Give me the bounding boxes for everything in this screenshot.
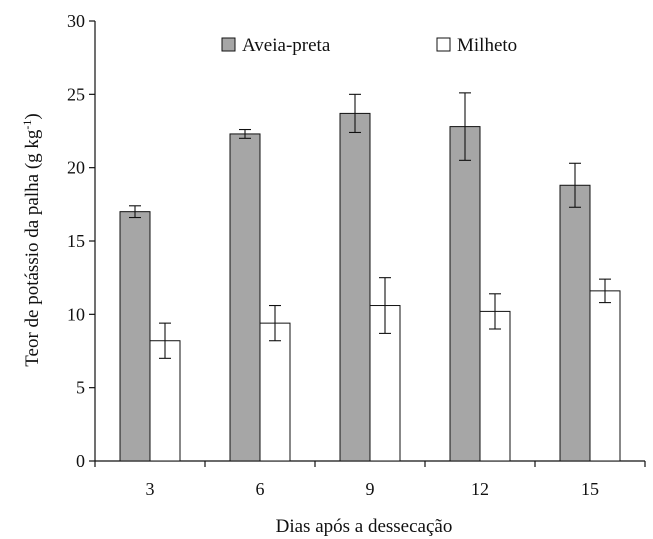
x-axis-title: Dias após a dessecação <box>276 516 453 537</box>
bar-aveia-preta-6 <box>229 133 261 462</box>
y-axis-title-main: Teor de potássio da palha (g kg <box>22 129 43 367</box>
legend-label: Milheto <box>457 35 517 56</box>
legend-swatch-aveia-preta <box>221 37 236 52</box>
y-tick-label: 15 <box>67 231 85 251</box>
legend: Aveia-preta Milheto <box>221 35 517 56</box>
y-tick-label: 30 <box>67 11 85 31</box>
y-tick-label: 5 <box>76 378 85 398</box>
x-tick-label: 3 <box>146 479 155 499</box>
x-tick-label: 15 <box>581 479 599 499</box>
legend-swatch-milheto <box>436 37 451 52</box>
plot-area: 0 5 10 15 20 25 30 3 6 9 12 15 <box>67 11 646 499</box>
bar-milheto-6 <box>259 322 291 462</box>
bar-milheto-15 <box>589 290 621 462</box>
y-axis-title-superscript: -1 <box>20 120 34 130</box>
bar-aveia-preta-12 <box>449 126 481 462</box>
y-tick-label: 25 <box>67 84 85 104</box>
y-tick-label: 20 <box>67 158 85 178</box>
x-tick-label: 12 <box>471 479 489 499</box>
legend-label: Aveia-preta <box>242 35 331 56</box>
y-tick-label: 10 <box>67 304 85 324</box>
x-tick-label: 9 <box>366 479 375 499</box>
y-axis-title: Teor de potássio da palha (g kg-1) <box>20 113 43 367</box>
bar-aveia-preta-9 <box>339 112 371 462</box>
y-tick-label: 0 <box>76 451 85 471</box>
x-tick-label: 6 <box>256 479 265 499</box>
bar-milheto-12 <box>479 310 511 462</box>
bar-aveia-preta-3 <box>119 211 151 462</box>
y-axis-title-close: ) <box>22 113 43 119</box>
bar-aveia-preta-15 <box>559 184 591 462</box>
